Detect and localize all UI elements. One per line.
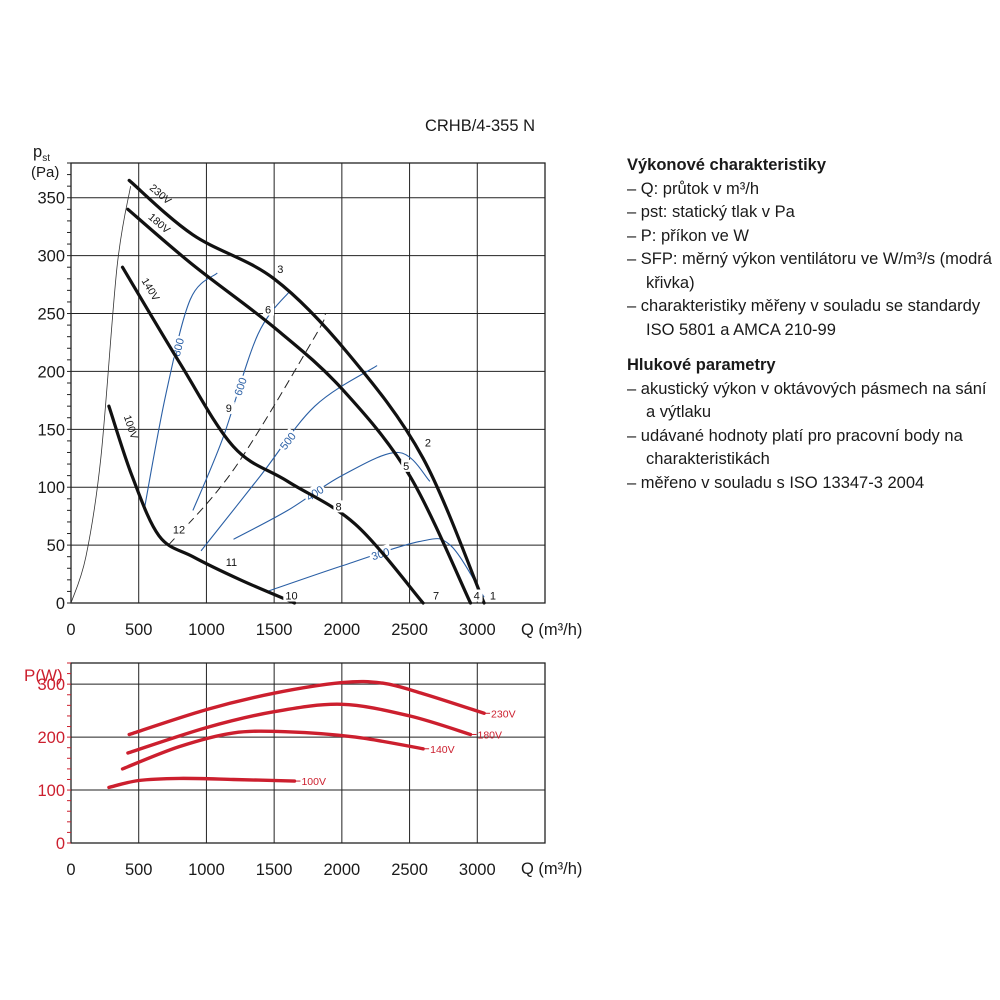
power-x-tick-label: 3000 <box>459 861 496 879</box>
pressure-y-axis-label: pst <box>33 143 50 164</box>
sfp-curve-500 <box>200 365 378 552</box>
legend-item-acoustic: akustický výkon v oktávových pásmech na … <box>627 378 997 425</box>
fan-curve-180v <box>126 207 473 605</box>
fan-curve-230v <box>127 178 486 605</box>
sfp-label-bg <box>230 373 251 400</box>
sfp-label-600: 600 <box>233 376 250 397</box>
pressure-x-tick-label: 3000 <box>459 621 496 639</box>
power-y-tick-label: 0 <box>56 835 65 853</box>
working-point-5: 5 <box>403 461 409 473</box>
power-x-axis-label: Q (m³/h) <box>521 860 582 878</box>
legend-item-p: P: příkon ve W <box>627 225 997 249</box>
power-y-tick-label: 200 <box>37 729 65 747</box>
sfp-curve-400 <box>233 451 431 540</box>
legend-title-noise: Hlukové parametry <box>627 356 776 374</box>
pressure-x-tick-label: 1000 <box>188 621 225 639</box>
pressure-y-tick-label: 350 <box>37 190 65 208</box>
legend-list-noise: akustický výkon v oktávových pásmech na … <box>627 378 997 496</box>
pressure-x-tick-label: 1500 <box>256 621 293 639</box>
pressure-y-tick-label: 250 <box>37 306 65 324</box>
working-point-bg <box>223 555 242 568</box>
pressure-x-tick-label: 2000 <box>323 621 360 639</box>
working-point-bg <box>401 459 413 472</box>
power-x-tick-label: 1500 <box>256 861 293 879</box>
fan-curve-100v <box>107 404 297 605</box>
working-point-10: 10 <box>285 591 297 603</box>
pressure-y-tick-label: 150 <box>37 421 65 439</box>
power-curve-180v <box>126 702 473 755</box>
pressure-y-tick-label: 50 <box>47 537 65 555</box>
working-point-bg <box>223 401 235 414</box>
power-curve-label-100v: 100V <box>301 776 326 788</box>
pressure-y-axis-label-sub: st <box>42 153 50 164</box>
pressure-y-tick-label: 0 <box>56 595 65 613</box>
working-point-1: 1 <box>490 591 496 603</box>
pressure-plot: 0 500 1000 1500 2000 2500 3000 0 50 100 150 200 250 3… <box>31 143 582 639</box>
legend-item-q: Q: průtok v m³/h <box>627 178 997 202</box>
sfp-label-bg <box>275 427 300 454</box>
working-point-11: 11 <box>226 557 237 569</box>
system-curve-thin <box>70 186 131 604</box>
sfp-curve-600 <box>192 290 291 511</box>
fan-curve-140v <box>120 265 425 605</box>
power-y-tick-label: 100 <box>37 782 65 800</box>
working-point-bg <box>422 436 434 449</box>
working-point-12: 12 <box>173 525 185 537</box>
working-point-9: 9 <box>226 403 232 415</box>
power-x-tick-label: 2500 <box>391 861 428 879</box>
pressure-x-tick-label: 500 <box>125 621 153 639</box>
power-frame <box>70 662 546 844</box>
working-point-3: 3 <box>277 264 283 276</box>
power-x-tick-label: 500 <box>125 861 153 879</box>
power-curve-140v <box>120 729 425 771</box>
chart-title: CRHB/4-355 N <box>425 117 535 135</box>
pressure-x-tick-label: 2500 <box>391 621 428 639</box>
power-curve-100v <box>107 776 297 790</box>
legend-item-iso: měřeno v souladu s ISO 13347-3 2004 <box>627 472 997 496</box>
legend-item-pst: pst: statický tlak v Pa <box>627 201 997 225</box>
pressure-y-tick-label: 100 <box>37 479 65 497</box>
sfp-label-bg <box>301 481 328 505</box>
power-x-tick-label: 1000 <box>188 861 225 879</box>
power-curve-label-140v: 140V <box>430 744 455 756</box>
pressure-x-tick-label: 0 <box>66 621 75 639</box>
pressure-x-axis-label: Q (m³/h) <box>521 621 582 639</box>
fan-curve-label-100v: 100V <box>121 414 140 441</box>
working-point-7: 7 <box>433 591 439 603</box>
working-point-4: 4 <box>474 591 480 603</box>
working-point-bg <box>333 500 345 513</box>
working-point-bg <box>170 523 189 536</box>
system-curve-dashed <box>168 313 327 546</box>
working-point-6: 6 <box>265 305 271 317</box>
legend-item-values: udávané hodnoty platí pro pracovní body … <box>627 425 997 472</box>
fan-curve-label-230v: 230V <box>147 182 173 207</box>
pressure-y-axis-unit: (Pa) <box>31 164 59 181</box>
legend-title-performance: Výkonové charakteristiky <box>627 156 827 174</box>
power-x-tick-label: 0 <box>66 861 75 879</box>
power-curve-label-180v: 180V <box>478 729 503 741</box>
pressure-y-tick-label: 200 <box>37 363 65 381</box>
power-y-axis-label: P(W) <box>24 666 63 685</box>
power-y-tick-label: 300 <box>37 676 65 694</box>
legend-item-standards: charakteristiky měřeny v souladu se stan… <box>627 295 997 342</box>
working-point-2: 2 <box>425 438 431 450</box>
working-point-bg <box>471 589 483 602</box>
working-point-bg <box>275 263 287 275</box>
power-curve-230v <box>127 679 486 737</box>
pressure-frame <box>70 162 546 604</box>
working-point-bg <box>430 589 442 602</box>
working-point-bg <box>487 589 499 602</box>
pressure-y-tick-label: 300 <box>37 248 65 266</box>
working-point-8: 8 <box>335 501 341 513</box>
legend-panel: Výkonové charakteristiky Q: průtok v m³/… <box>627 154 997 507</box>
working-point-bg <box>263 303 275 316</box>
legend-item-sfp: SFP: měrný výkon ventilátoru ve W/m³/s (… <box>627 248 997 295</box>
power-curve-label-230v: 230V <box>491 708 516 720</box>
legend-list-performance: Q: průtok v m³/h pst: statický tlak v Pa… <box>627 178 997 343</box>
working-point-bg <box>283 589 302 602</box>
power-x-tick-label: 2000 <box>323 861 360 879</box>
sfp-curve-300 <box>267 538 485 598</box>
